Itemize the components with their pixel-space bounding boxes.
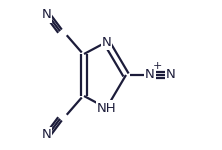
Text: N: N <box>145 69 155 81</box>
Text: N: N <box>102 36 111 48</box>
Text: NH: NH <box>97 102 116 114</box>
Text: N: N <box>42 129 51 141</box>
Text: N: N <box>166 69 176 81</box>
Text: +: + <box>153 61 162 71</box>
Text: N: N <box>42 9 51 21</box>
